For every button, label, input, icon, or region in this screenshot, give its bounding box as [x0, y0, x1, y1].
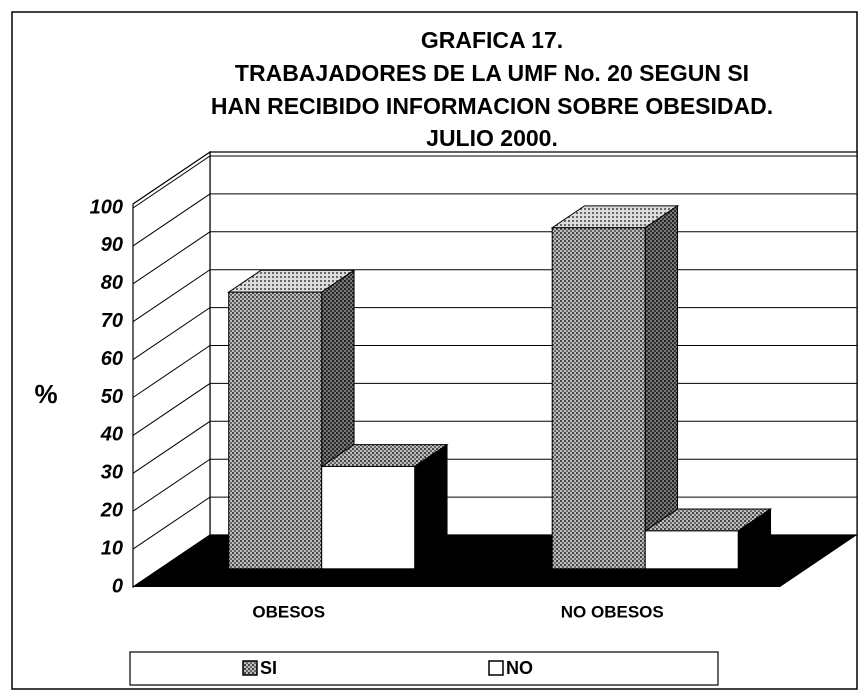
y-tick-label: 60: [101, 348, 123, 370]
legend-swatch: [488, 660, 504, 676]
chart-subtitle: TRABAJADORES DE LA UMF No. 20 SEGUN SI: [235, 60, 749, 86]
bar: [551, 227, 646, 570]
y-tick-label: 20: [100, 499, 123, 521]
chart-title: GRAFICA 17.: [421, 27, 563, 53]
legend-label: SI: [260, 658, 277, 678]
y-tick-label: 80: [101, 272, 123, 294]
bar: [644, 530, 739, 570]
y-tick-label: 50: [101, 386, 123, 408]
y-tick-label: 30: [101, 462, 123, 484]
x-tick-label: OBESOS: [252, 602, 325, 621]
legend-label: NO: [506, 658, 533, 678]
bar: [228, 291, 323, 570]
y-tick-label: 70: [101, 310, 123, 332]
grid-line: [132, 193, 857, 247]
y-tick-label: 40: [100, 424, 123, 446]
legend: [129, 651, 719, 686]
chart-subtitle: HAN RECIBIDO INFORMACION SOBRE OBESIDAD.: [211, 93, 773, 119]
bar-side: [414, 443, 448, 570]
y-tick-label: 90: [101, 234, 123, 256]
bar: [321, 465, 416, 570]
y-tick-label: 100: [90, 196, 123, 218]
grid-line: [132, 155, 857, 209]
chart-subtitle: JULIO 2000.: [426, 125, 558, 151]
side-wall: [132, 150, 211, 589]
x-tick-label: NO OBESOS: [561, 602, 664, 621]
legend-swatch: [242, 660, 258, 676]
y-axis-label: %: [34, 379, 57, 409]
y-tick-label: 10: [101, 537, 123, 559]
y-tick-label: 0: [112, 575, 123, 597]
